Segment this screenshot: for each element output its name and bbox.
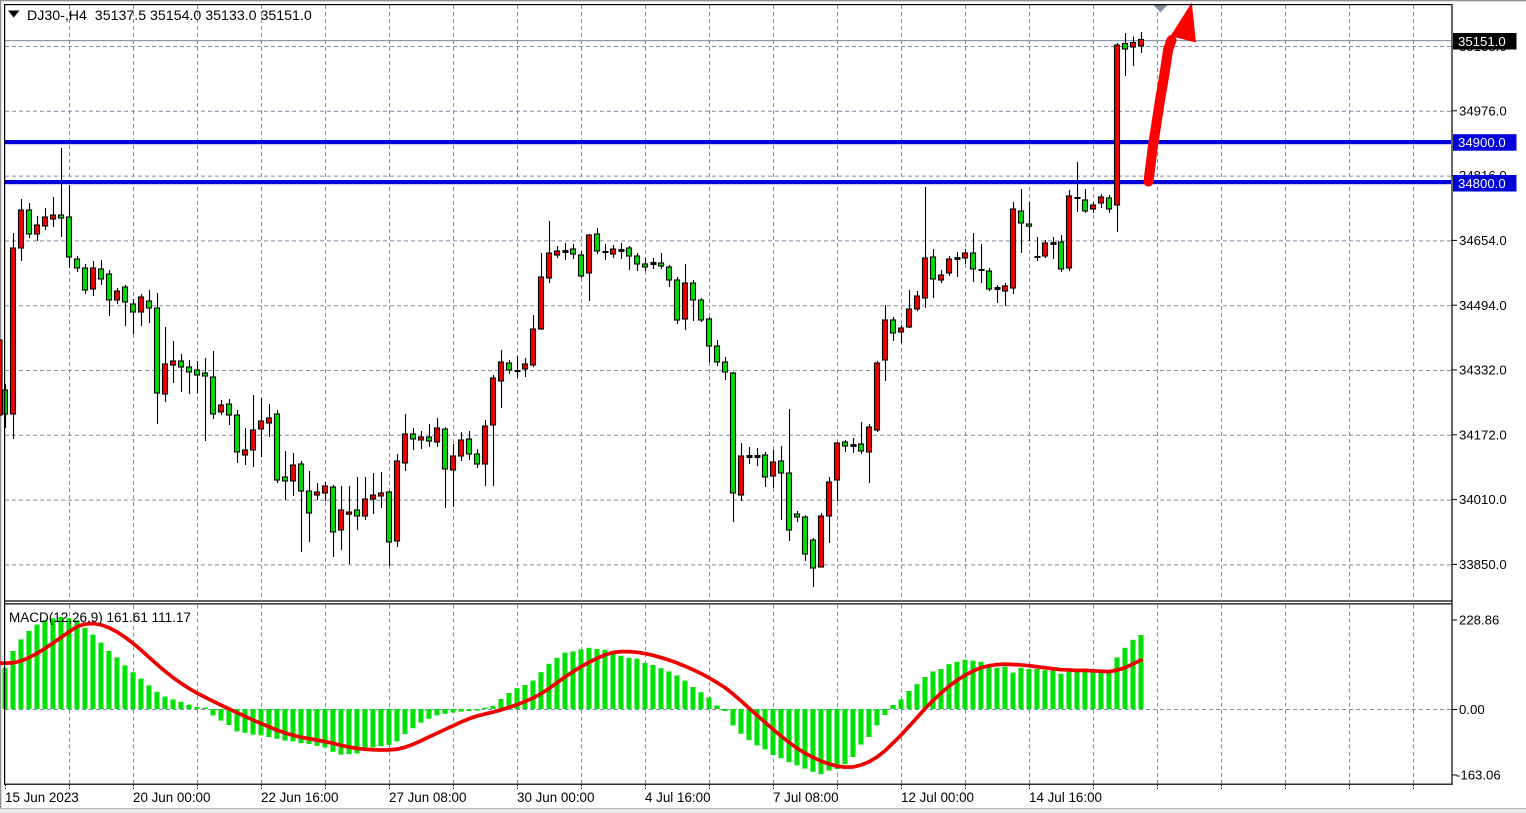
svg-text:34900.0: 34900.0	[1458, 135, 1506, 150]
svg-text:34494.0: 34494.0	[1459, 298, 1507, 313]
svg-text:34800.0: 34800.0	[1458, 176, 1506, 191]
svg-text:228.86: 228.86	[1459, 613, 1499, 628]
svg-text:20 Jun 00:00: 20 Jun 00:00	[133, 790, 210, 805]
svg-text:12 Jul 00:00: 12 Jul 00:00	[901, 790, 974, 805]
svg-text:15 Jun 2023: 15 Jun 2023	[5, 790, 79, 805]
svg-text:0.00: 0.00	[1459, 702, 1485, 717]
svg-text:30 Jun 00:00: 30 Jun 00:00	[517, 790, 594, 805]
svg-text:-163.06: -163.06	[1456, 768, 1501, 783]
svg-text:33850.0: 33850.0	[1459, 557, 1507, 572]
svg-text:34172.0: 34172.0	[1459, 427, 1507, 442]
svg-text:34332.0: 34332.0	[1459, 363, 1507, 378]
svg-text:35151.0: 35151.0	[1458, 34, 1506, 49]
svg-text:27 Jun 08:00: 27 Jun 08:00	[389, 790, 466, 805]
svg-text:34010.0: 34010.0	[1459, 492, 1507, 507]
svg-text:34976.0: 34976.0	[1459, 103, 1507, 118]
svg-text:14 Jul 16:00: 14 Jul 16:00	[1029, 790, 1102, 805]
svg-text:4 Jul 16:00: 4 Jul 16:00	[645, 790, 711, 805]
svg-text:7 Jul 08:00: 7 Jul 08:00	[773, 790, 839, 805]
svg-text:22 Jun 16:00: 22 Jun 16:00	[261, 790, 338, 805]
svg-text:34654.0: 34654.0	[1459, 233, 1507, 248]
svg-text:DJ30-,H4 35137.5 35154.0 3513: DJ30-,H4 35137.5 35154.0 35133.0 35151.0	[27, 8, 312, 24]
svg-text:MACD(12,26,9) 161.61 111.17: MACD(12,26,9) 161.61 111.17	[9, 610, 191, 625]
